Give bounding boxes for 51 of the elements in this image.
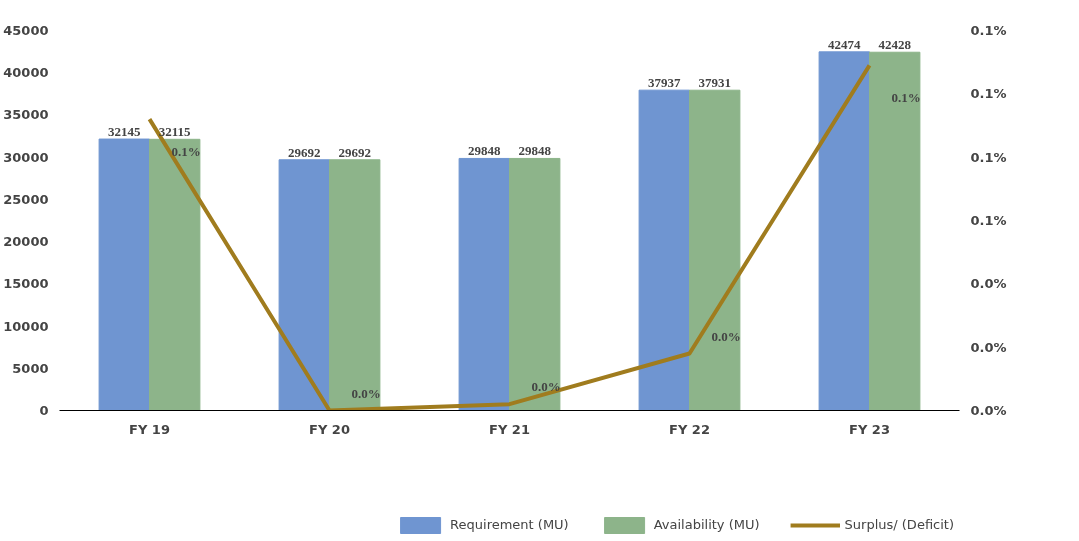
x-tick-label: FY 20 [309,421,350,437]
data-label: 0.1% [891,90,921,106]
data-label: 0.0% [351,385,381,401]
y-tick-label: 0 [39,403,49,418]
y-tick-label: 45000 [3,23,49,38]
bar [869,51,921,411]
data-label: 0.0% [711,328,741,344]
bar [638,89,690,411]
data-label: 29692 [288,144,321,160]
y2-tick-label: 0.1% [970,213,1007,228]
legend-label: Surplus/ (Deficit) [844,517,954,532]
y2-tick-label: 0.0% [970,339,1007,355]
x-tick-label: FY 19 [129,421,170,437]
data-label: 32115 [158,124,192,140]
legend-label: Availability (MU) [653,517,760,532]
bar [458,157,510,411]
data-label: 42428 [878,37,912,53]
y-tick-label: 25000 [3,191,49,207]
data-label: 32145 [108,124,142,140]
bar [329,159,381,411]
y2-tick-label: 0.1% [970,149,1007,165]
x-tick-label: FY 22 [669,421,710,437]
y2-tick-label: 0.1% [970,86,1007,102]
data-label: 0.0% [531,379,561,395]
bar [278,159,330,411]
y-tick-label: 30000 [3,149,49,165]
y-tick-label: 10000 [3,318,49,334]
y-tick-label: 5000 [12,360,49,376]
data-label: 0.1% [171,144,201,160]
x-tick-label: FY 23 [849,421,890,437]
data-label: 29692 [338,144,371,160]
data-label: 37937 [648,75,682,91]
bar [689,89,741,411]
data-label: 42474 [828,36,862,52]
y-tick-label: 35000 [3,107,49,123]
y-tick-label: 15000 [3,276,49,292]
data-label: 29848 [468,143,502,159]
y-tick-label: 20000 [3,234,49,250]
legend-label: Requirement (MU) [450,517,569,532]
bar [509,157,561,411]
y2-tick-label: 0.0% [970,403,1007,418]
data-label: 37931 [698,75,731,91]
y2-tick-label: 0.0% [970,276,1007,292]
y2-tick-label: 0.1% [970,23,1007,38]
data-label: 29848 [518,143,552,159]
y-tick-label: 40000 [3,65,49,81]
bar [818,51,870,411]
x-tick-label: FY 21 [489,421,530,437]
bar [98,138,150,411]
bar [149,138,201,411]
line-series [147,63,872,411]
